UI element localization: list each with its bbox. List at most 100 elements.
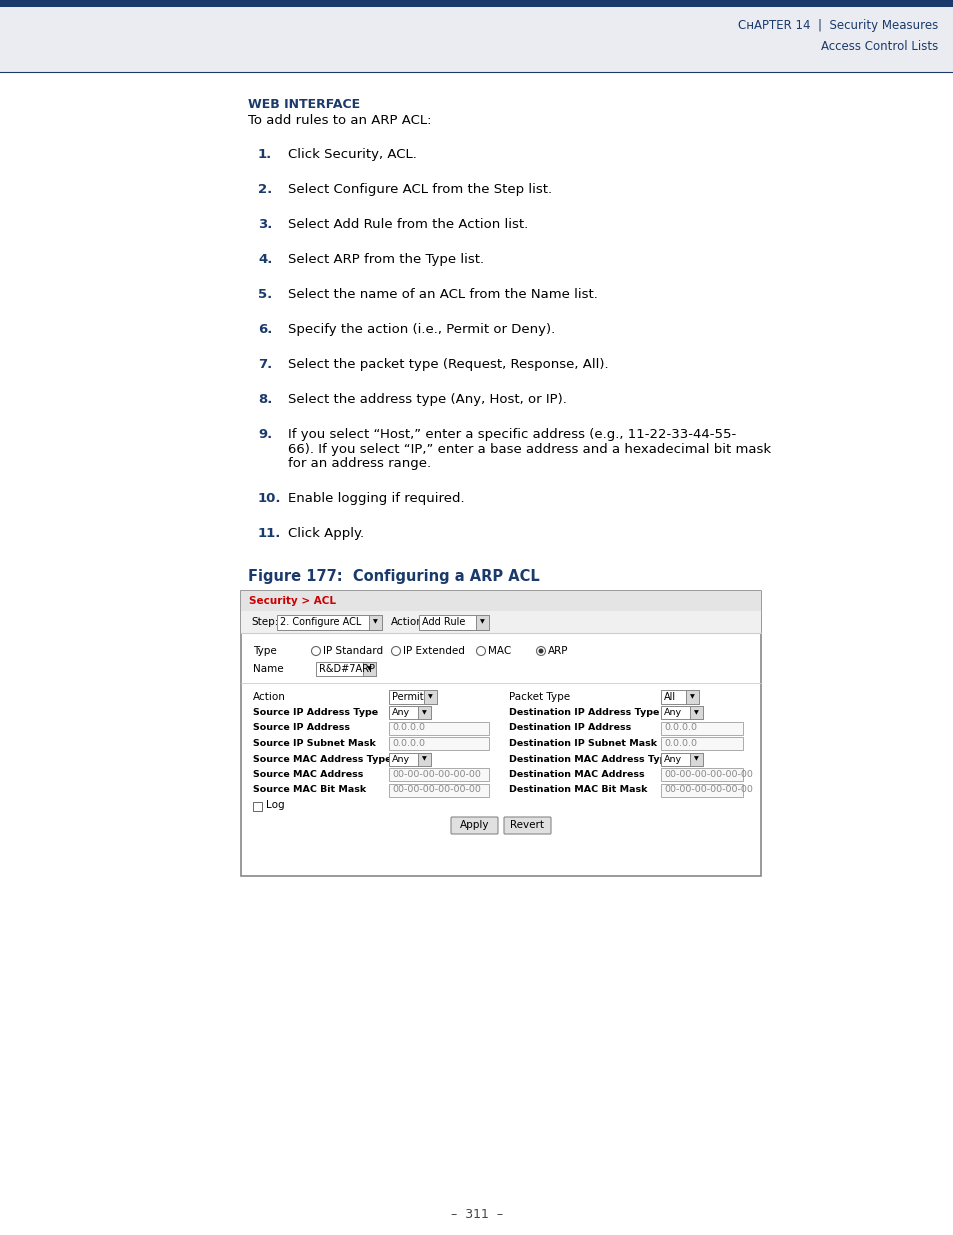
Bar xyxy=(389,706,431,719)
Bar xyxy=(660,690,699,704)
Bar xyxy=(689,706,702,719)
Text: 00-00-00-00-00-00: 00-00-00-00-00-00 xyxy=(663,769,752,779)
Text: ▼: ▼ xyxy=(428,694,433,699)
Text: CʜAPTER 14  |  Security Measures: CʜAPTER 14 | Security Measures xyxy=(737,20,937,32)
Text: IP Standard: IP Standard xyxy=(323,646,383,656)
Bar xyxy=(660,721,742,735)
Text: Log: Log xyxy=(266,800,284,810)
Text: 2.: 2. xyxy=(257,183,272,196)
Bar xyxy=(660,737,742,750)
Text: Action:: Action: xyxy=(391,618,427,627)
Text: Select the name of an ACL from the Name list.: Select the name of an ACL from the Name … xyxy=(288,288,598,301)
Bar xyxy=(660,768,742,781)
Text: ▼: ▼ xyxy=(367,667,372,672)
Text: 3.: 3. xyxy=(257,219,273,231)
Text: Destination MAC Address Type: Destination MAC Address Type xyxy=(509,755,672,763)
Text: 8.: 8. xyxy=(257,393,273,406)
Text: All: All xyxy=(663,692,676,701)
Bar xyxy=(253,802,262,810)
Text: Apply: Apply xyxy=(459,820,489,830)
Text: Type: Type xyxy=(253,646,276,656)
Bar xyxy=(241,592,760,611)
Bar xyxy=(0,0,953,7)
Text: WEB INTERFACE: WEB INTERFACE xyxy=(248,98,359,111)
Text: 11.: 11. xyxy=(257,527,281,540)
Text: Source IP Address Type: Source IP Address Type xyxy=(253,708,377,718)
Text: 5.: 5. xyxy=(257,288,272,301)
Bar xyxy=(417,706,431,719)
Bar xyxy=(315,662,375,676)
Text: 10.: 10. xyxy=(257,492,281,505)
Text: To add rules to an ARP ACL:: To add rules to an ARP ACL: xyxy=(248,114,431,127)
Text: If you select “Host,” enter a specific address (e.g., 11-22-33-44-55-: If you select “Host,” enter a specific a… xyxy=(288,429,736,441)
Bar xyxy=(389,783,489,797)
Text: Any: Any xyxy=(392,708,410,718)
Text: 2. Configure ACL: 2. Configure ACL xyxy=(280,618,361,627)
Bar xyxy=(389,737,489,750)
Text: ▼: ▼ xyxy=(421,710,426,715)
Text: Source IP Address: Source IP Address xyxy=(253,724,350,732)
Text: Select the address type (Any, Host, or IP).: Select the address type (Any, Host, or I… xyxy=(288,393,566,406)
Text: R&D#7ARP: R&D#7ARP xyxy=(318,664,375,674)
Text: Click Security, ACL.: Click Security, ACL. xyxy=(288,148,416,161)
Bar xyxy=(660,752,702,766)
Text: Figure 177:  Configuring a ARP ACL: Figure 177: Configuring a ARP ACL xyxy=(248,569,539,584)
Bar xyxy=(476,615,489,630)
Bar xyxy=(389,752,431,766)
Text: 00-00-00-00-00-00: 00-00-00-00-00-00 xyxy=(663,785,752,794)
Text: for an address range.: for an address range. xyxy=(288,457,431,471)
Text: ▼: ▼ xyxy=(694,710,699,715)
Bar xyxy=(363,662,375,676)
Text: Step:: Step: xyxy=(251,618,278,627)
Text: Destination IP Address: Destination IP Address xyxy=(509,724,631,732)
Text: Revert: Revert xyxy=(510,820,544,830)
Text: 9.: 9. xyxy=(257,429,272,441)
Text: Select ARP from the Type list.: Select ARP from the Type list. xyxy=(288,253,483,266)
Text: Destination MAC Bit Mask: Destination MAC Bit Mask xyxy=(509,785,647,794)
Text: ▼: ▼ xyxy=(421,757,426,762)
Text: 66). If you select “IP,” enter a base address and a hexadecimal bit mask: 66). If you select “IP,” enter a base ad… xyxy=(288,442,770,456)
Text: Select Configure ACL from the Step list.: Select Configure ACL from the Step list. xyxy=(288,183,552,196)
Bar xyxy=(0,0,953,72)
Text: Any: Any xyxy=(392,755,410,763)
Text: Click Apply.: Click Apply. xyxy=(288,527,364,540)
Text: Enable logging if required.: Enable logging if required. xyxy=(288,492,464,505)
Text: Source MAC Bit Mask: Source MAC Bit Mask xyxy=(253,785,366,794)
Text: –  311  –: – 311 – xyxy=(451,1209,502,1221)
Text: Packet Type: Packet Type xyxy=(509,692,570,701)
Bar xyxy=(418,615,489,630)
Text: Access Control Lists: Access Control Lists xyxy=(820,40,937,53)
Text: ▼: ▼ xyxy=(479,620,484,625)
Text: Source IP Subnet Mask: Source IP Subnet Mask xyxy=(253,739,375,748)
Text: Source MAC Address: Source MAC Address xyxy=(253,769,363,779)
Text: 1.: 1. xyxy=(257,148,272,161)
Text: Destination IP Subnet Mask: Destination IP Subnet Mask xyxy=(509,739,657,748)
Text: 0.0.0.0: 0.0.0.0 xyxy=(663,739,697,748)
Bar xyxy=(389,690,436,704)
Text: Any: Any xyxy=(663,708,681,718)
Circle shape xyxy=(536,646,545,656)
Bar xyxy=(689,752,702,766)
Text: 6.: 6. xyxy=(257,324,273,336)
Text: Name: Name xyxy=(253,664,283,674)
Text: 00-00-00-00-00-00: 00-00-00-00-00-00 xyxy=(392,769,480,779)
Text: ▼: ▼ xyxy=(373,620,377,625)
Text: ARP: ARP xyxy=(547,646,568,656)
Text: 0.0.0.0: 0.0.0.0 xyxy=(663,724,697,732)
Bar xyxy=(423,690,436,704)
Text: ▼: ▼ xyxy=(689,694,694,699)
Text: Source MAC Address Type: Source MAC Address Type xyxy=(253,755,391,763)
Text: Add Rule: Add Rule xyxy=(421,618,465,627)
Bar xyxy=(241,592,760,876)
Bar xyxy=(417,752,431,766)
Text: 0.0.0.0: 0.0.0.0 xyxy=(392,724,424,732)
Text: 0.0.0.0: 0.0.0.0 xyxy=(392,739,424,748)
FancyBboxPatch shape xyxy=(451,818,497,834)
Text: 7.: 7. xyxy=(257,358,272,370)
Text: MAC: MAC xyxy=(488,646,511,656)
Text: Specify the action (i.e., Permit or Deny).: Specify the action (i.e., Permit or Deny… xyxy=(288,324,555,336)
Bar xyxy=(241,611,760,634)
Text: Security > ACL: Security > ACL xyxy=(249,597,335,606)
Circle shape xyxy=(476,646,485,656)
Bar xyxy=(660,706,702,719)
